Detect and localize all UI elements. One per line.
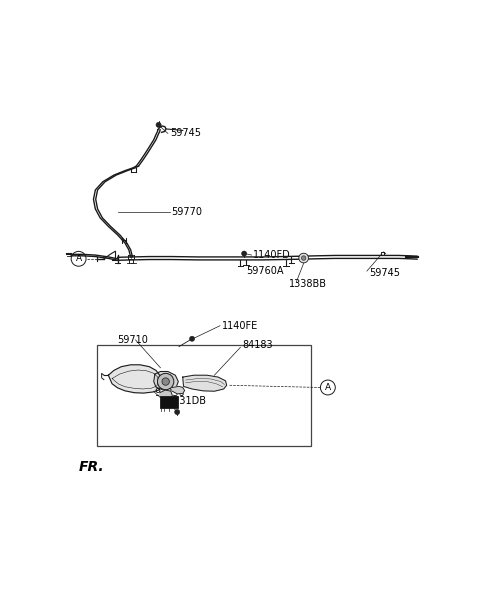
Circle shape (190, 336, 195, 342)
Text: 59770: 59770 (172, 207, 203, 217)
Circle shape (241, 251, 247, 256)
Bar (160, 397, 178, 407)
Text: A: A (75, 255, 82, 263)
Text: 59760A: 59760A (246, 266, 284, 276)
Text: 1338BB: 1338BB (289, 279, 327, 289)
Text: 59745: 59745 (170, 128, 201, 139)
Text: 1140FD: 1140FD (253, 250, 291, 260)
Circle shape (156, 123, 161, 127)
Text: 59710: 59710 (118, 335, 148, 345)
Polygon shape (183, 375, 227, 391)
Polygon shape (160, 390, 172, 400)
Text: 84183: 84183 (242, 340, 273, 350)
Polygon shape (172, 387, 185, 394)
Text: 1140FE: 1140FE (222, 321, 258, 331)
Text: 59745: 59745 (369, 268, 400, 278)
Circle shape (175, 410, 180, 414)
Text: 1231DB: 1231DB (168, 396, 207, 406)
Circle shape (299, 253, 309, 263)
Polygon shape (154, 372, 178, 391)
Polygon shape (108, 365, 161, 393)
Bar (97, 346, 311, 446)
Text: A: A (325, 383, 331, 392)
Text: 93830: 93830 (155, 388, 185, 398)
Circle shape (162, 378, 169, 385)
Circle shape (157, 374, 174, 390)
Circle shape (301, 256, 306, 260)
Text: FR.: FR. (79, 460, 104, 474)
